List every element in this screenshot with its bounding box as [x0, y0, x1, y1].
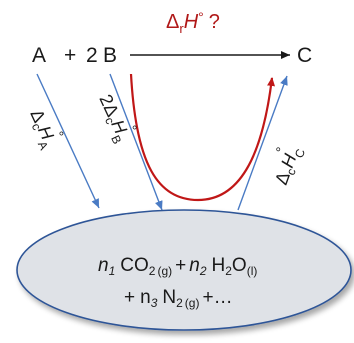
combustion-arrow-a [36, 73, 100, 209]
plus-sign: + [64, 44, 76, 67]
reaction-enthalpy-label: ΔrH°? [166, 9, 220, 36]
combustion-enthalpy-c-label: ΔcHC [271, 143, 308, 189]
alternative-path-arrow [129, 73, 276, 202]
combustion-enthalpy-a-degree: ° [50, 129, 67, 141]
combustion-arrow-b [109, 73, 163, 211]
combustion-enthalpy-b-degree: ° [124, 123, 141, 135]
combustion-arrow-c [237, 75, 288, 211]
products-line-2: + n3 N2 (g) +… [124, 287, 233, 310]
product-c: C [297, 44, 312, 67]
reactant-a: A [32, 44, 46, 67]
reactant-b: B [103, 44, 117, 67]
coefficient-b: 2 [86, 44, 98, 67]
combustion-enthalpy-c-degree: ° [272, 145, 289, 156]
products-line-1: n1 CO2 (g) + n2 H2O(l) [98, 255, 257, 278]
products-ellipse [16, 209, 352, 331]
